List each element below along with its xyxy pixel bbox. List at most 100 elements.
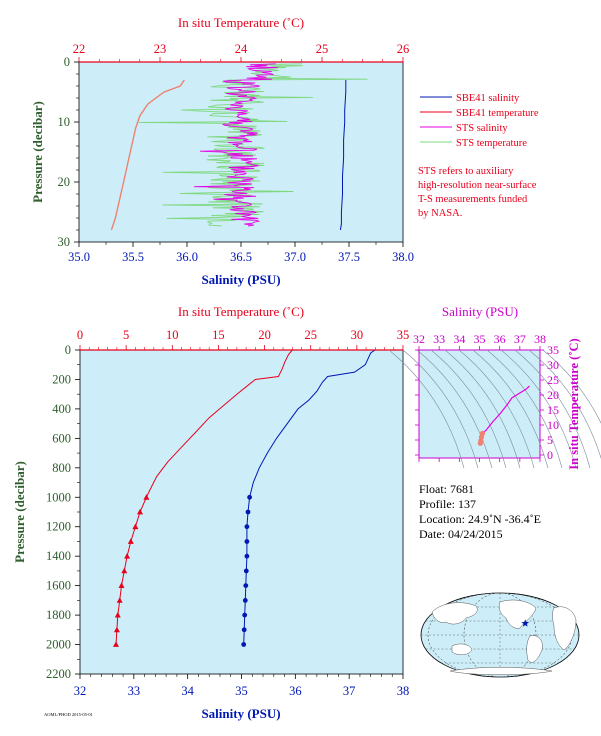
sts-note-line-2: high-resolution near-surface xyxy=(418,180,537,191)
ts-temperature-tick-label: 20 xyxy=(547,388,559,402)
ts-temperature-tick-label: 0 xyxy=(547,448,553,462)
full-profile-pressure-tick-label: 2200 xyxy=(46,667,71,681)
full-profile-temperature-tick-label: 0 xyxy=(77,328,83,342)
ts-temperature-axis-title: In situ Temperature (˚C) xyxy=(567,338,581,469)
salinity-point xyxy=(247,494,253,500)
full-profile-plot-area xyxy=(79,349,404,675)
salinity-point xyxy=(243,583,249,588)
float-info: Float: 7681 Profile: 137 Location: 24.9˚… xyxy=(419,482,541,541)
map-meridian xyxy=(463,592,537,678)
near-surface-salinity-tick-label: 36.5 xyxy=(230,250,252,264)
full-profile-temperature-axis-title: In situ Temperature (˚C) xyxy=(178,304,304,319)
near-surface-chart: 35.0 35.5 36.0 36.5 37.0 37.5 38.0 22 23 24 25 26 0 1… xyxy=(30,15,414,287)
near-surface-pressure-tick-label: 20 xyxy=(58,175,71,189)
full-profile-pressure-tick-label: 1600 xyxy=(46,579,71,593)
full-profile-salinity-tick-label: 33 xyxy=(128,684,141,698)
near-surface-pressure-axis-title: Pressure (decibar) xyxy=(30,101,45,203)
temperature-point xyxy=(132,523,139,530)
full-profile-pressure-tick-label: 400 xyxy=(52,402,71,416)
temperature-point xyxy=(118,582,125,588)
full-profile-temperature-tick-label: 5 xyxy=(123,328,129,342)
near-surface-temperature-tick-label: 25 xyxy=(316,42,329,56)
map-land-australia xyxy=(451,643,473,655)
density-contour xyxy=(486,349,563,469)
ts-salinity-tick-label: 32 xyxy=(413,332,425,346)
salinity-point xyxy=(243,568,249,574)
temperature-point xyxy=(113,626,120,633)
ts-salinity-tick-label: 35 xyxy=(474,332,486,346)
map-land-south-america xyxy=(526,635,543,663)
float-location-marker xyxy=(521,619,530,627)
temperature-point xyxy=(143,494,150,500)
temperature-point xyxy=(127,538,134,544)
sts-note-line-4: by NASA. xyxy=(418,208,462,219)
ts-temperature-tick-label: 30 xyxy=(547,358,559,372)
density-contour xyxy=(514,349,591,469)
near-surface-salinity-tick-label: 35.0 xyxy=(68,250,90,264)
sts-trace xyxy=(193,63,278,227)
density-contour xyxy=(500,349,577,469)
ts-profile-series xyxy=(477,385,530,446)
sbe41-salinity-line xyxy=(339,80,347,231)
legend: SBE41 salinity SBE41 temperature STS sal… xyxy=(418,93,539,219)
ts-salinity-tick-label: 33 xyxy=(433,332,445,346)
map-land-north-america xyxy=(499,599,537,629)
ts-temperature-tick-label: 10 xyxy=(547,418,559,432)
map-land-africa xyxy=(552,606,577,651)
density-contours xyxy=(388,349,601,469)
salinity-point xyxy=(241,642,247,647)
world-map xyxy=(420,592,580,678)
profile-number: Profile: 137 xyxy=(419,497,476,511)
near-surface-pressure-tick-label: 10 xyxy=(58,115,71,129)
near-surface-salinity-tick-label: 37.5 xyxy=(338,250,360,264)
density-contour xyxy=(542,349,601,424)
full-profile-temperature-tick-label: 35 xyxy=(397,328,410,342)
density-contour xyxy=(416,349,493,469)
ts-profile-point xyxy=(477,440,483,446)
sbe41-temperature-line xyxy=(110,79,185,231)
salinity-point xyxy=(241,627,247,633)
full-profile-pressure-tick-label: 0 xyxy=(65,343,71,357)
full-profile-temperature-tick-label: 20 xyxy=(258,328,271,342)
full-profile-pressure-tick-label: 600 xyxy=(52,431,71,445)
full-profile-pressure-axis-title: Pressure (decibar) xyxy=(12,461,27,563)
ts-salinity-tick-label: 36 xyxy=(494,332,506,346)
salinity-point xyxy=(244,553,250,559)
full-profile-salinity-tick-label: 36 xyxy=(289,684,302,698)
map-land xyxy=(431,599,577,675)
salinity-point xyxy=(244,539,250,544)
full-profile-temperature-tick-label: 30 xyxy=(351,328,364,342)
salinity-point xyxy=(242,612,248,618)
near-surface-salinity-tick-label: 36.0 xyxy=(176,250,198,264)
ts-temperature-tick-label: 5 xyxy=(547,433,553,447)
full-profile-pressure-tick-label: 200 xyxy=(52,372,71,386)
salinity-point xyxy=(244,524,250,530)
footer-credit: AOML/PHOD 2015-05-01 xyxy=(44,712,93,717)
full-profile-pressure-tick-label: 800 xyxy=(52,461,71,475)
full-profile-pressure-tick-label: 1400 xyxy=(46,549,71,563)
salinity-profile-line xyxy=(243,349,376,645)
near-surface-temperature-tick-label: 26 xyxy=(397,42,410,56)
ts-temperature-tick-label: 35 xyxy=(547,343,559,357)
ts-salinity-tick-label: 37 xyxy=(514,332,526,346)
near-surface-salinity-axis-title: Salinity (PSU) xyxy=(201,272,280,287)
legend-label-sbe-salinity: SBE41 salinity xyxy=(456,93,520,104)
full-profile-series xyxy=(113,349,376,647)
full-profile-salinity-tick-label: 32 xyxy=(74,684,87,698)
float-number: Float: 7681 xyxy=(419,482,474,496)
map-land-asia xyxy=(431,602,478,625)
full-profile-salinity-tick-label: 35 xyxy=(235,684,248,698)
full-profile-temperature-tick-label: 15 xyxy=(212,328,225,342)
full-profile-pressure-tick-label: 1800 xyxy=(46,608,71,622)
temperature-point xyxy=(114,611,121,618)
full-profile-salinity-tick-label: 38 xyxy=(397,684,410,698)
density-contour xyxy=(444,349,521,469)
map-land-antarctica xyxy=(449,667,553,675)
near-surface-salinity-tick-label: 38.0 xyxy=(392,250,414,264)
density-contour xyxy=(458,349,535,469)
full-profile-pressure-tick-label: 1000 xyxy=(46,490,71,504)
ts-temperature-tick-label: 25 xyxy=(547,373,559,387)
density-contour xyxy=(430,349,507,469)
